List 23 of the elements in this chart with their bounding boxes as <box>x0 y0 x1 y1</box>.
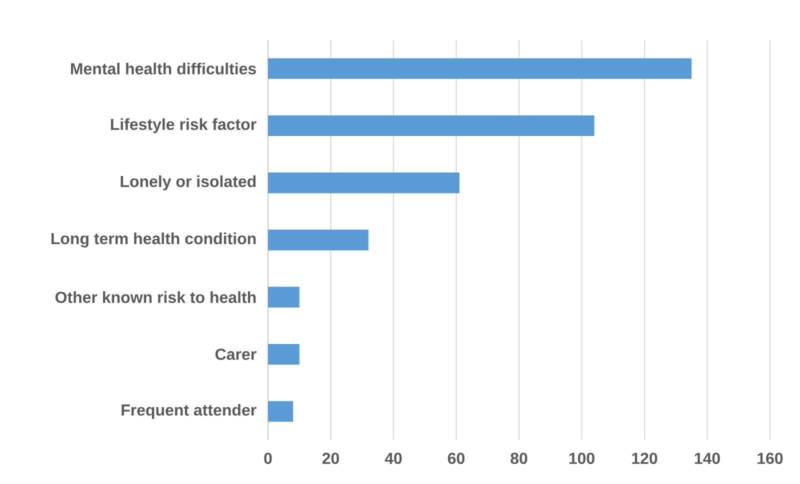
bar <box>268 230 368 250</box>
x-tick-label: 100 <box>569 452 594 464</box>
y-tick-label: Lifestyle risk factor <box>110 118 256 134</box>
x-tick-label: 120 <box>632 452 658 464</box>
y-tick-label: Frequent attender <box>122 404 256 419</box>
bar <box>268 58 692 79</box>
y-tick-label: Lonely or isolated <box>120 175 256 190</box>
x-tick-label: 140 <box>694 452 720 464</box>
bar <box>268 344 300 365</box>
x-tick-label: 160 <box>758 452 783 464</box>
x-tick-label: 0 <box>264 452 272 464</box>
x-tick-label: 80 <box>510 452 528 464</box>
y-tick-label: Mental health difficulties <box>71 62 256 74</box>
x-tick-label: 20 <box>322 452 339 464</box>
bar <box>268 286 300 308</box>
x-tick-label: 60 <box>448 452 464 464</box>
x-tick-label: 40 <box>384 452 402 464</box>
bar <box>268 172 460 194</box>
y-tick-label: Other known risk to health <box>55 291 256 304</box>
y-tick-label: Carer <box>215 348 256 360</box>
bar <box>268 115 594 136</box>
bar <box>268 401 294 422</box>
y-tick-label: Long term health condition <box>51 232 256 248</box>
